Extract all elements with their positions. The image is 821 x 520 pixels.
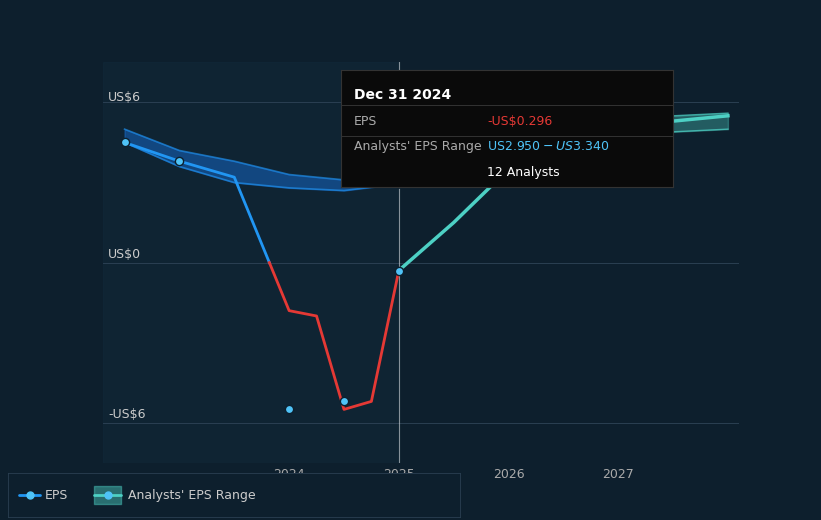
Text: Dec 31 2024: Dec 31 2024 bbox=[354, 88, 452, 102]
Point bbox=[612, 125, 625, 133]
Point bbox=[173, 157, 186, 165]
Text: Analysts' EPS Range: Analysts' EPS Range bbox=[128, 489, 255, 502]
Text: EPS: EPS bbox=[354, 114, 378, 127]
Text: US$0: US$0 bbox=[108, 248, 141, 261]
Bar bbox=[103, 62, 399, 463]
Point bbox=[118, 138, 131, 147]
Text: US$6: US$6 bbox=[108, 90, 141, 103]
Text: Analysts' EPS Range: Analysts' EPS Range bbox=[354, 140, 482, 153]
Text: Analysts Forecasts: Analysts Forecasts bbox=[404, 108, 521, 121]
Point bbox=[282, 405, 296, 413]
Text: EPS: EPS bbox=[44, 489, 67, 502]
Text: US$2.950 - US$3.340: US$2.950 - US$3.340 bbox=[487, 140, 609, 153]
Point bbox=[392, 180, 406, 188]
Point bbox=[392, 266, 406, 275]
Text: -US$0.296: -US$0.296 bbox=[487, 114, 553, 127]
Point bbox=[337, 397, 351, 406]
Text: Actual: Actual bbox=[354, 108, 393, 121]
Text: -US$6: -US$6 bbox=[108, 408, 145, 421]
Text: 12 Analysts: 12 Analysts bbox=[487, 166, 560, 179]
Point bbox=[392, 175, 406, 183]
Point bbox=[502, 165, 515, 173]
